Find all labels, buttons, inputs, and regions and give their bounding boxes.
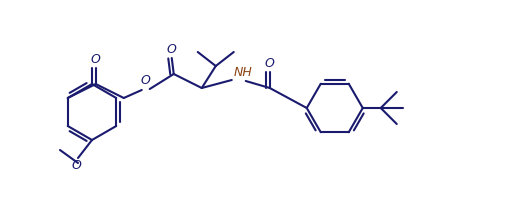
Text: O: O — [71, 159, 81, 172]
Text: O: O — [167, 43, 177, 56]
Text: O: O — [141, 74, 150, 87]
Text: NH: NH — [234, 66, 252, 79]
Text: O: O — [91, 53, 100, 66]
Text: O: O — [265, 57, 275, 70]
